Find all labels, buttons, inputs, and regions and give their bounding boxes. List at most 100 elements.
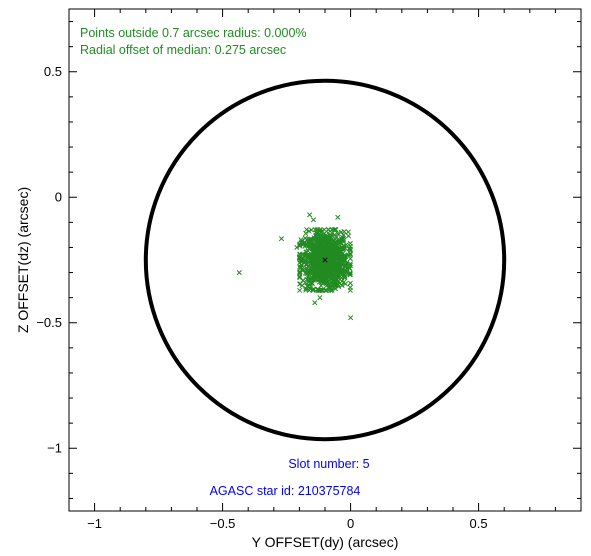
data-point (308, 242, 314, 248)
data-point (331, 245, 337, 251)
data-point (313, 272, 319, 279)
data-point (328, 240, 334, 246)
data-point (307, 281, 314, 287)
data-point (303, 258, 309, 264)
data-point (310, 252, 316, 258)
data-point (319, 278, 326, 284)
data-point (335, 278, 341, 284)
data-point (297, 265, 303, 271)
data-point (298, 237, 304, 243)
data-point (343, 242, 349, 248)
y-tick-label: −0.5 (36, 315, 62, 330)
slot-number-text: Slot number: 5 (288, 457, 369, 471)
data-point (330, 265, 336, 271)
data-point (336, 240, 343, 246)
data-point (306, 228, 312, 234)
data-point (342, 252, 348, 258)
data-point (347, 256, 353, 262)
data-point (304, 265, 310, 271)
data-point (313, 246, 319, 252)
data-point (278, 236, 285, 242)
data-point (310, 217, 317, 223)
data-point (297, 281, 303, 287)
data-point (342, 273, 348, 279)
data-point (322, 250, 328, 256)
data-point (336, 259, 343, 265)
x-axis-title: Y OFFSET(dy) (arcsec) (252, 534, 399, 550)
y-tick-label: 0 (55, 189, 62, 204)
data-point (312, 227, 318, 233)
radial-offset-text: Radial offset of median: 0.275 arcsec (80, 43, 286, 57)
data-point (313, 235, 319, 241)
data-point (303, 287, 309, 293)
points-outside-text: Points outside 0.7 arcsec radius: 0.000% (80, 26, 307, 40)
data-point (314, 227, 320, 233)
data-point (326, 287, 332, 293)
data-point (319, 287, 325, 293)
data-point (348, 315, 354, 321)
data-point (318, 261, 324, 267)
data-point (307, 212, 313, 218)
data-point (294, 244, 300, 251)
data-point (297, 273, 303, 279)
data-point (306, 267, 312, 273)
data-point (341, 275, 347, 281)
data-point (322, 279, 328, 285)
data-point (313, 258, 319, 264)
data-point (341, 228, 347, 235)
data-point (342, 263, 349, 269)
data-point (318, 257, 324, 263)
data-point (326, 274, 332, 280)
x-tick-label: −1 (87, 516, 102, 531)
data-point (312, 243, 318, 249)
data-point (304, 227, 310, 233)
data-point (325, 235, 331, 241)
data-point (333, 269, 339, 275)
data-point (317, 248, 323, 254)
data-point (317, 295, 323, 301)
x-tick-label: 0 (347, 516, 354, 531)
data-point (334, 272, 340, 278)
data-point (332, 252, 338, 258)
median-point (322, 257, 328, 263)
data-point (297, 243, 303, 249)
data-point (316, 236, 322, 242)
data-point (347, 272, 353, 278)
data-point (312, 269, 318, 275)
data-point (304, 283, 310, 289)
data-point (347, 240, 353, 246)
data-point (296, 254, 302, 261)
data-point (312, 267, 318, 273)
median-marker (322, 257, 328, 263)
data-point (306, 277, 312, 283)
y-tick-label: −1 (47, 440, 62, 455)
data-point (316, 242, 323, 248)
data-point (300, 241, 306, 247)
data-point (321, 273, 327, 279)
data-point (347, 280, 353, 286)
data-point (347, 287, 353, 293)
data-point (302, 243, 308, 249)
data-point (347, 252, 353, 258)
data-point (333, 234, 340, 240)
data-point (297, 264, 303, 270)
data-point (344, 269, 350, 276)
data-point (342, 281, 349, 287)
data-point (312, 300, 318, 306)
data-point (306, 260, 312, 266)
data-point (306, 238, 312, 245)
data-point (332, 227, 338, 233)
data-point (321, 239, 327, 245)
data-point (345, 229, 351, 235)
ticks-layer: −1 −0.5 0 0.5 −1 −0.5 0 0.5 (36, 9, 581, 531)
x-tick-label: 0.5 (470, 516, 488, 531)
data-point (332, 251, 339, 257)
data-point (323, 254, 329, 260)
data-point (311, 236, 317, 243)
data-point (335, 214, 341, 220)
data-point (339, 282, 345, 289)
x-tick-label: −0.5 (210, 516, 236, 531)
y-axis-title: Z OFFSET(dz) (arcsec) (15, 187, 31, 333)
data-point (338, 269, 344, 275)
